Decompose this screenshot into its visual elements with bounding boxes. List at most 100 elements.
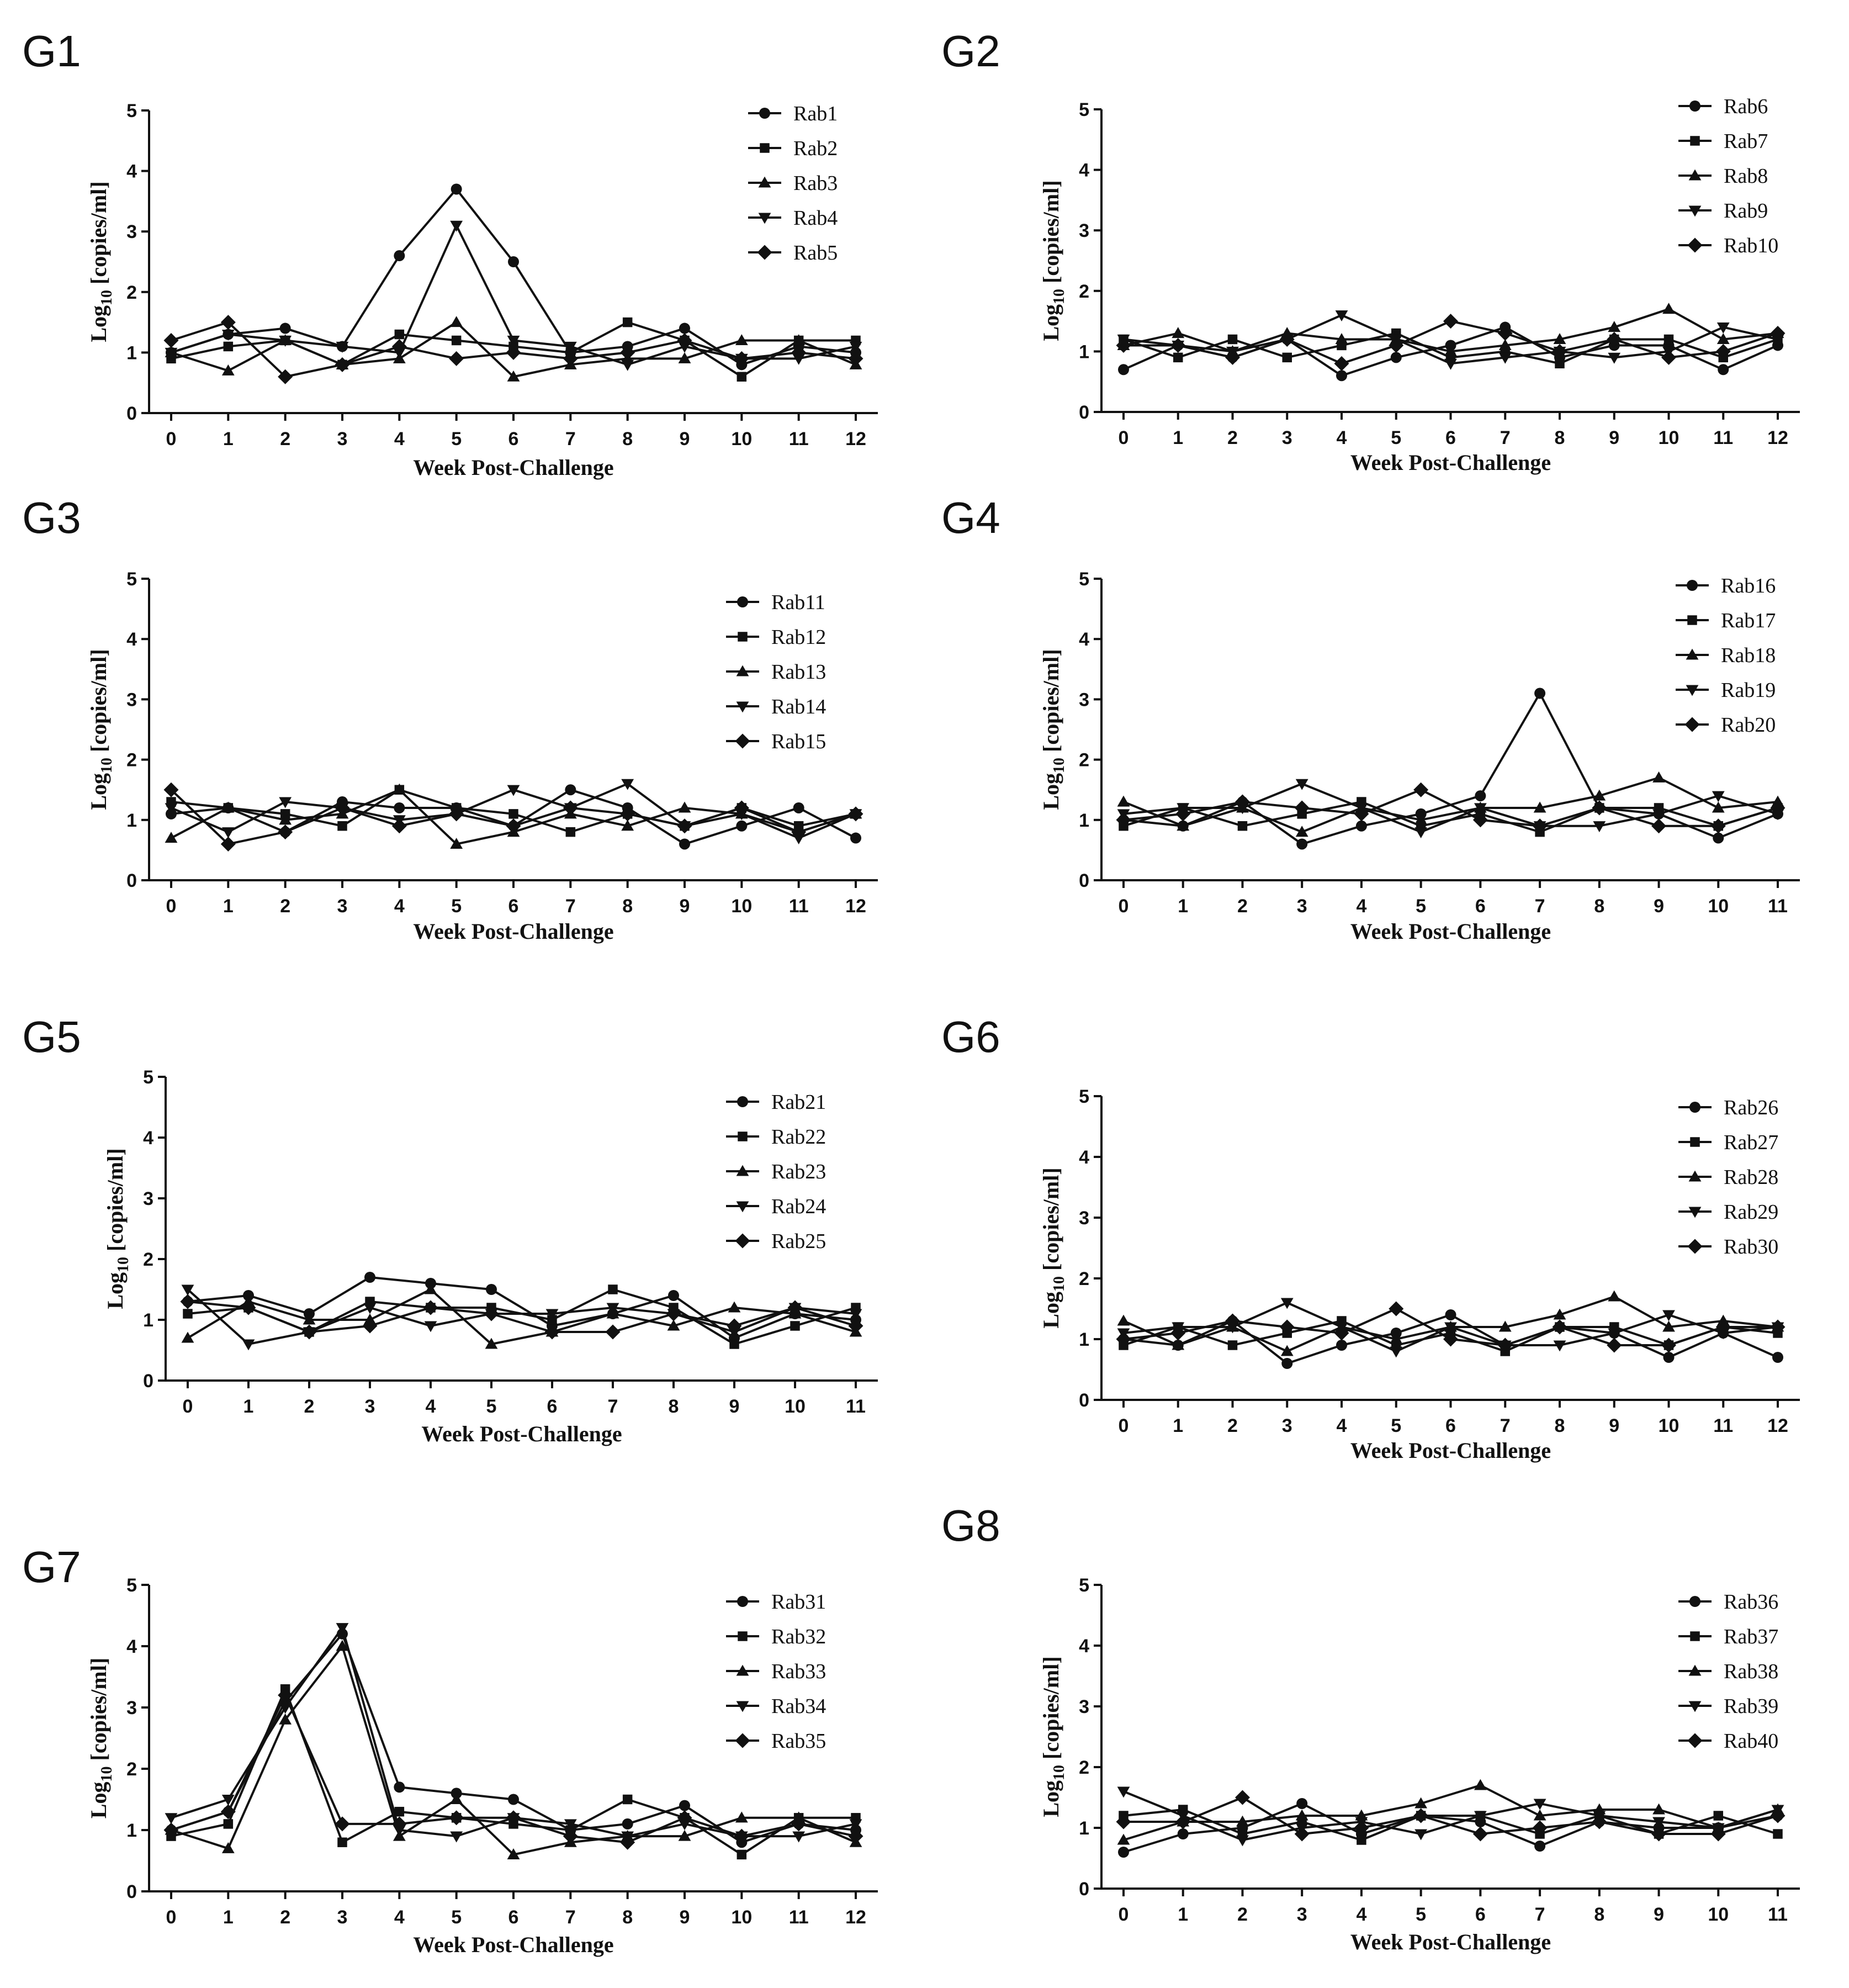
data-point (163, 332, 179, 348)
legend-marker (736, 1664, 749, 1676)
data-point (1770, 1808, 1786, 1823)
data-point (621, 819, 634, 831)
data-point (1553, 1308, 1566, 1320)
data-point (1663, 334, 1674, 345)
series-rab22 (183, 1284, 861, 1349)
x-tick-label: 0 (166, 1907, 177, 1928)
data-point (1713, 832, 1724, 844)
x-axis-title: Week Post-Challenge (1350, 1438, 1551, 1463)
data-point (484, 1306, 499, 1321)
x-axis-title: Week Post-Challenge (1350, 919, 1551, 944)
y-tick-label: 5 (126, 569, 137, 590)
series-line (1124, 1796, 1778, 1835)
data-point (451, 183, 462, 195)
x-tick-label: 0 (1119, 1415, 1129, 1436)
data-point (1116, 1814, 1131, 1830)
data-point (1170, 1325, 1186, 1341)
data-point (485, 1337, 498, 1349)
data-point (1773, 1829, 1783, 1839)
legend-label: Rab7 (1724, 130, 1768, 153)
data-point (1413, 1808, 1429, 1823)
data-point (165, 1813, 178, 1825)
data-point (1296, 838, 1308, 850)
data-point (1414, 827, 1428, 839)
legend-marker (1688, 1664, 1702, 1676)
y-axis-title: Log10 [copies/ml] (1039, 1167, 1068, 1328)
x-tick-label: 1 (243, 1396, 254, 1417)
y-tick-label: 4 (126, 1636, 137, 1657)
series-line (1123, 782, 1778, 833)
data-point (1713, 1811, 1724, 1821)
data-point (677, 1810, 692, 1826)
data-point (1553, 1340, 1566, 1352)
data-point (621, 359, 634, 371)
data-point (563, 351, 578, 366)
x-tick-label: 8 (1555, 427, 1565, 448)
panel-label: G1 (22, 27, 81, 76)
data-point (563, 1828, 578, 1844)
x-tick-label: 5 (1416, 896, 1426, 917)
legend-label: Rab24 (771, 1195, 826, 1218)
panel-g8: G8 0 1 2 3 4 5 0 1 2 3 4 5 6 7 8 9 10 11 Week Post-Challeng… (941, 1501, 1800, 1954)
x-tick-label: 9 (680, 1907, 690, 1928)
y-tick-label: 5 (126, 1575, 137, 1596)
data-point (1280, 1345, 1294, 1356)
legend-marker (1688, 205, 1702, 217)
legend-marker (758, 176, 771, 188)
legend-entry: Rab4 (748, 207, 838, 230)
series-rab25 (180, 1294, 863, 1340)
x-tick-label: 10 (1708, 896, 1729, 917)
x-tick-label: 9 (729, 1396, 740, 1417)
data-point (1118, 364, 1129, 376)
data-point (1712, 801, 1725, 813)
legend-label: Rab27 (1724, 1131, 1778, 1154)
data-point (1295, 1809, 1308, 1821)
data-point (221, 801, 235, 813)
legend-marker (1686, 685, 1699, 696)
data-point (1295, 779, 1308, 790)
x-tick-label: 3 (1282, 1415, 1292, 1436)
data-point (677, 332, 692, 348)
legend-entry: Rab6 (1678, 95, 1768, 118)
legend-marker (760, 143, 770, 153)
data-point (1593, 789, 1606, 801)
x-axis-title: Week Post-Challenge (413, 919, 613, 944)
y-tick-label: 3 (1079, 1208, 1089, 1229)
data-point (337, 1837, 347, 1847)
data-point (507, 370, 520, 382)
legend-entry: Rab26 (1678, 1096, 1778, 1119)
data-point (1227, 334, 1238, 345)
x-tick-label: 11 (1713, 1415, 1733, 1436)
x-tick-label: 5 (486, 1396, 497, 1417)
data-point (1552, 343, 1567, 359)
x-tick-label: 12 (1767, 427, 1788, 448)
legend-marker (736, 1165, 749, 1176)
legend-marker (736, 1201, 749, 1213)
data-point (1335, 333, 1348, 345)
data-point (450, 1793, 463, 1805)
series-rab35 (163, 1688, 863, 1850)
y-tick-label: 4 (1079, 1636, 1089, 1657)
data-point (1354, 806, 1369, 822)
legend-entry: Rab39 (1678, 1695, 1778, 1718)
data-point (1533, 1799, 1546, 1810)
legend-label: Rab37 (1724, 1625, 1778, 1648)
series-line (187, 1276, 856, 1339)
legend-label: Rab39 (1724, 1695, 1778, 1718)
data-point (1279, 331, 1295, 347)
legend-entry: Rab17 (1676, 609, 1776, 632)
data-point (621, 779, 634, 790)
data-point (848, 806, 863, 822)
data-point (1175, 1814, 1191, 1830)
x-tick-label: 10 (731, 429, 752, 450)
x-tick-label: 4 (394, 429, 405, 450)
data-point (337, 821, 347, 831)
data-point (565, 827, 576, 837)
data-point (1444, 1322, 1457, 1334)
data-point (1225, 1313, 1240, 1329)
x-tick-label: 11 (1768, 896, 1788, 917)
y-tick-label: 1 (126, 1820, 137, 1841)
legend-label: Rab33 (771, 1660, 826, 1683)
